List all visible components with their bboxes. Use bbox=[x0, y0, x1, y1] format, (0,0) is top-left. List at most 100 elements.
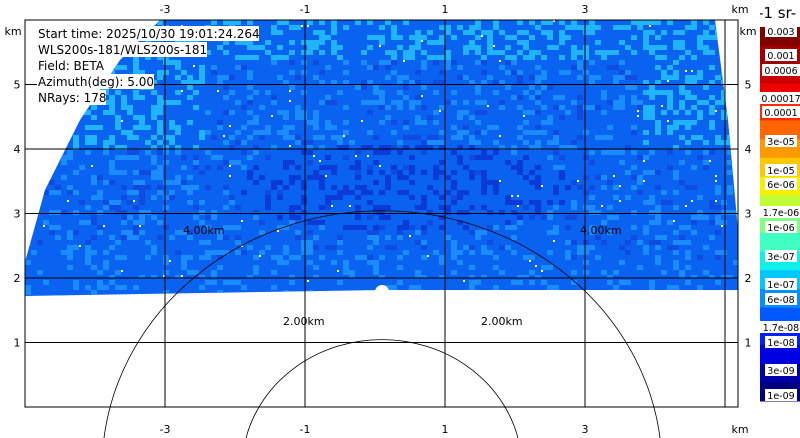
field-cell bbox=[229, 200, 235, 205]
field-cell bbox=[619, 200, 621, 202]
field-cell bbox=[667, 20, 673, 25]
field-cell bbox=[637, 240, 643, 245]
field-cell bbox=[139, 70, 145, 75]
field-cell bbox=[199, 285, 205, 290]
field-cell bbox=[289, 50, 295, 55]
field-cell bbox=[739, 290, 745, 295]
field-cell bbox=[619, 95, 625, 100]
colorbar-label-bg bbox=[765, 221, 797, 233]
field-cell bbox=[271, 100, 277, 105]
field-cell bbox=[517, 295, 523, 296]
x-tick-label-bottom: 3 bbox=[582, 423, 589, 436]
field-cell bbox=[127, 135, 133, 140]
field-cell bbox=[301, 200, 307, 205]
field-cell bbox=[541, 85, 547, 90]
field-cell bbox=[535, 130, 541, 135]
field-cell bbox=[55, 210, 61, 215]
field-cell bbox=[337, 135, 343, 140]
field-cell bbox=[679, 40, 685, 45]
field-cell bbox=[673, 245, 679, 250]
field-cell bbox=[649, 170, 655, 175]
field-cell bbox=[529, 280, 535, 285]
field-cell bbox=[241, 220, 243, 222]
field-cell bbox=[391, 130, 397, 135]
field-cell bbox=[463, 100, 469, 105]
field-cell bbox=[253, 55, 259, 60]
field-cell bbox=[25, 240, 31, 245]
field-cell bbox=[415, 45, 421, 50]
field-cell bbox=[283, 130, 289, 135]
field-cell bbox=[235, 55, 241, 60]
field-cell bbox=[229, 165, 231, 167]
field-cell bbox=[697, 195, 703, 200]
field-cell bbox=[343, 270, 349, 275]
field-cell bbox=[727, 150, 733, 155]
field-cell bbox=[367, 165, 373, 170]
field-cell bbox=[163, 60, 169, 65]
field-cell bbox=[655, 185, 661, 190]
field-cell bbox=[553, 105, 559, 110]
field-cell bbox=[625, 145, 631, 150]
field-cell bbox=[529, 145, 535, 150]
field-cell bbox=[583, 190, 589, 195]
field-cell bbox=[547, 115, 553, 120]
field-cell bbox=[187, 235, 193, 240]
field-cell bbox=[373, 205, 379, 210]
field-cell bbox=[223, 95, 229, 100]
field-cell bbox=[379, 165, 381, 167]
field-cell bbox=[253, 130, 259, 135]
field-cell bbox=[553, 230, 559, 235]
field-cell bbox=[133, 185, 139, 190]
field-cell bbox=[415, 100, 421, 105]
field-cell bbox=[55, 120, 61, 125]
field-cell bbox=[127, 110, 133, 115]
field-cell bbox=[643, 200, 649, 205]
field-cell bbox=[235, 130, 241, 135]
field-cell bbox=[139, 120, 145, 125]
field-cell bbox=[145, 170, 151, 175]
x-tick-label-top: 3 bbox=[582, 3, 589, 16]
field-cell bbox=[211, 155, 217, 160]
field-cell bbox=[721, 100, 727, 105]
field-cell bbox=[469, 80, 475, 85]
field-cell bbox=[61, 250, 67, 255]
field-cell bbox=[361, 145, 367, 150]
field-cell bbox=[661, 75, 667, 80]
field-cell bbox=[385, 105, 391, 110]
field-cell bbox=[583, 25, 589, 30]
field-cell bbox=[343, 190, 349, 195]
field-cell bbox=[145, 210, 151, 215]
field-cell bbox=[685, 25, 691, 30]
field-cell bbox=[595, 210, 601, 215]
field-cell bbox=[601, 150, 607, 155]
field-cell bbox=[391, 25, 397, 30]
field-cell bbox=[667, 220, 673, 225]
field-cell bbox=[121, 285, 127, 290]
field-cell bbox=[49, 190, 55, 195]
field-cell bbox=[25, 30, 31, 35]
field-cell bbox=[715, 215, 721, 220]
field-cell bbox=[85, 255, 91, 260]
field-cell bbox=[397, 170, 403, 175]
field-cell bbox=[313, 170, 319, 175]
field-cell bbox=[169, 125, 175, 130]
field-cell bbox=[199, 210, 205, 215]
field-cell bbox=[301, 70, 307, 75]
field-cell bbox=[337, 240, 343, 245]
field-cell bbox=[205, 250, 211, 255]
field-cell bbox=[187, 85, 193, 90]
colorbar-label: 0.00017 bbox=[761, 94, 800, 105]
field-cell bbox=[73, 230, 79, 235]
field-cell bbox=[583, 270, 589, 275]
field-cell bbox=[511, 235, 517, 240]
field-cell bbox=[115, 155, 121, 160]
field-cell bbox=[619, 75, 625, 80]
field-cell bbox=[169, 195, 175, 200]
field-cell bbox=[481, 100, 487, 105]
field-cell bbox=[643, 20, 649, 25]
field-cell bbox=[589, 80, 595, 85]
field-cell bbox=[451, 195, 457, 200]
colorbar-segment bbox=[760, 120, 800, 140]
field-cell bbox=[199, 75, 205, 80]
field-cell bbox=[607, 150, 613, 155]
